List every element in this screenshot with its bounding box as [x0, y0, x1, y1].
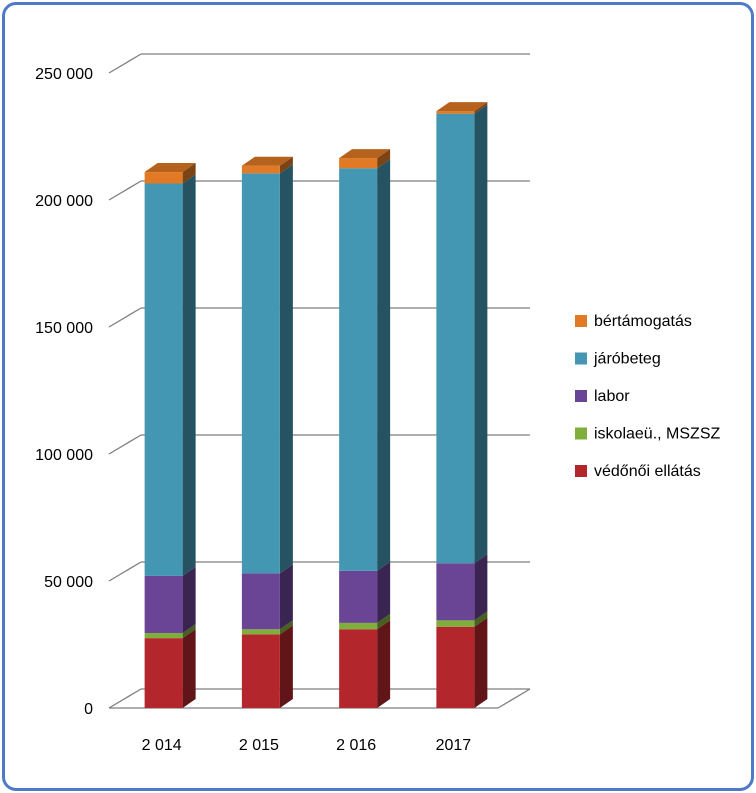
bar-top — [241, 156, 293, 166]
bar-segment — [339, 622, 378, 630]
bar-segment — [436, 620, 475, 627]
gridline-depth — [108, 307, 142, 328]
gridline-depth — [108, 53, 142, 74]
x-tick-label: 2 014 — [142, 737, 182, 754]
bar-segment — [339, 629, 378, 708]
y-tick-label: 50 000 — [44, 574, 93, 591]
gridline-depth — [108, 180, 142, 201]
bars — [144, 102, 488, 708]
bar-segment — [436, 626, 475, 708]
bar-side — [377, 613, 391, 630]
y-tick-label: 100 000 — [35, 447, 93, 464]
gridline-depth — [108, 561, 142, 582]
x-axis-ticks: 2 014 2 015 2 016 2017 — [142, 737, 472, 754]
bar-segment — [241, 165, 280, 174]
legend-label: bértámogatás — [594, 313, 692, 330]
legend-label: járóbeteg — [593, 351, 661, 368]
gridline-depth — [108, 688, 142, 709]
bar-side — [377, 159, 391, 571]
bar-segment — [241, 573, 280, 630]
legend-swatch — [575, 465, 587, 477]
x-tick-label: 2 016 — [336, 737, 376, 754]
legend: bértámogatás járóbeteg labor iskolaeü., MSZ… — [575, 313, 720, 480]
bar-side — [474, 102, 488, 114]
bar-segment — [339, 168, 378, 571]
bar-segment — [144, 183, 183, 576]
y-axis-ticks: 0 50 000 100 000 150 000 200 000 250 000 — [35, 66, 93, 718]
legend-swatch — [575, 427, 587, 440]
bar-segment — [241, 634, 280, 708]
bar-segment — [436, 111, 475, 114]
floor-edge — [497, 688, 531, 709]
legend-label: labor — [594, 388, 630, 405]
legend-label: védőnői ellátás — [594, 463, 701, 480]
bar-segment — [144, 638, 183, 708]
x-tick-label: 2 015 — [239, 737, 279, 754]
bar-top — [339, 149, 391, 159]
bar-side — [182, 624, 196, 639]
bar-segment — [144, 633, 183, 639]
stacked-bar-chart: 0 50 000 100 000 150 000 200 000 250 000 2 01… — [35, 53, 720, 754]
gridlines — [108, 53, 531, 709]
y-tick-label: 200 000 — [35, 193, 93, 210]
bar-top — [436, 102, 488, 112]
bar-side — [279, 156, 293, 174]
y-tick-label: 250 000 — [35, 66, 93, 83]
legend-swatch — [575, 315, 587, 327]
legend-label: iskolaeü., MSZSZ — [594, 426, 720, 443]
bar-side — [279, 164, 293, 574]
bar-side — [182, 163, 196, 184]
bar-side — [474, 611, 488, 627]
bar-segment — [144, 172, 183, 184]
bar-side — [377, 620, 391, 708]
bar-top — [144, 163, 196, 173]
y-tick-label: 150 000 — [35, 320, 93, 337]
bar-side — [182, 566, 196, 634]
legend-swatch — [575, 390, 587, 402]
bar-side — [474, 617, 488, 708]
bar-side — [279, 620, 293, 635]
bar-side — [377, 149, 391, 169]
bar-segment — [436, 563, 475, 621]
bar-segment — [339, 158, 378, 169]
bar-side — [182, 629, 196, 708]
x-tick-label: 2017 — [436, 737, 472, 754]
bar-side — [474, 104, 488, 564]
gridline-depth — [108, 434, 142, 455]
y-tick-label: 0 — [84, 701, 93, 718]
bar-side — [279, 625, 293, 708]
bar-segment — [339, 570, 378, 623]
legend-swatch — [575, 352, 587, 365]
bar-segment — [241, 629, 280, 635]
bar-side — [279, 564, 293, 630]
bar-segment — [144, 575, 183, 634]
bar-side — [474, 554, 488, 621]
bar-side — [377, 561, 391, 623]
bar-side — [182, 174, 196, 576]
bar-segment — [436, 113, 475, 564]
bar-segment — [241, 173, 280, 574]
